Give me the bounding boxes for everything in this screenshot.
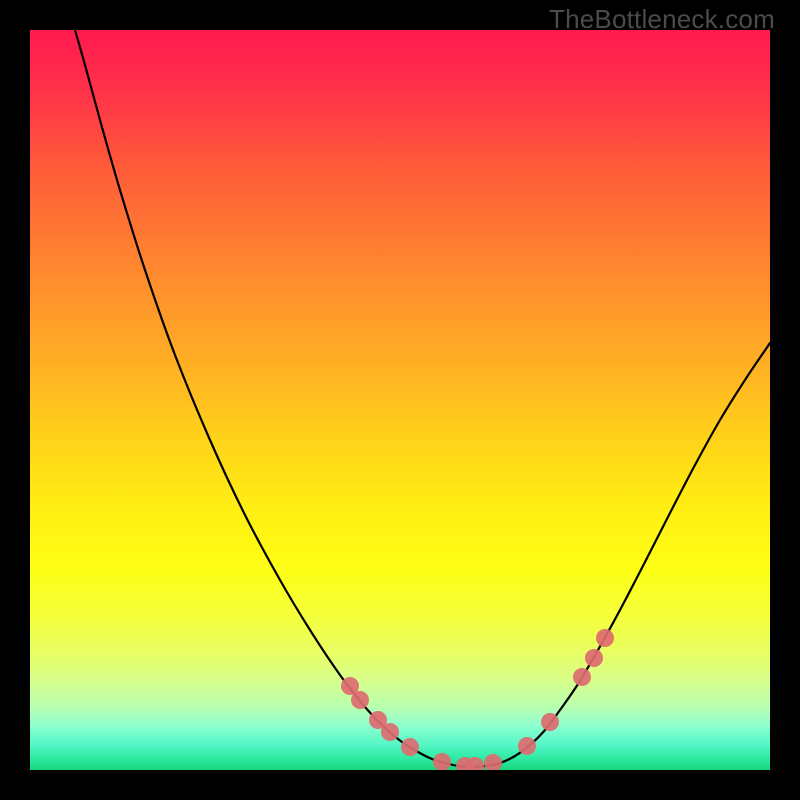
curve-marker <box>433 753 451 770</box>
curve-marker <box>401 738 419 756</box>
plot-area <box>30 30 770 770</box>
curve-marker <box>585 649 603 667</box>
curve-marker <box>518 737 536 755</box>
curve-layer <box>30 30 770 770</box>
curve-marker <box>541 713 559 731</box>
curve-marker <box>381 723 399 741</box>
curve-marker <box>484 754 502 770</box>
chart-container: TheBottleneck.com <box>0 0 800 800</box>
watermark-text: TheBottleneck.com <box>549 4 775 35</box>
bottleneck-curve <box>75 30 770 767</box>
curve-markers <box>341 629 614 770</box>
curve-marker <box>596 629 614 647</box>
curve-marker <box>573 668 591 686</box>
curve-marker <box>351 691 369 709</box>
